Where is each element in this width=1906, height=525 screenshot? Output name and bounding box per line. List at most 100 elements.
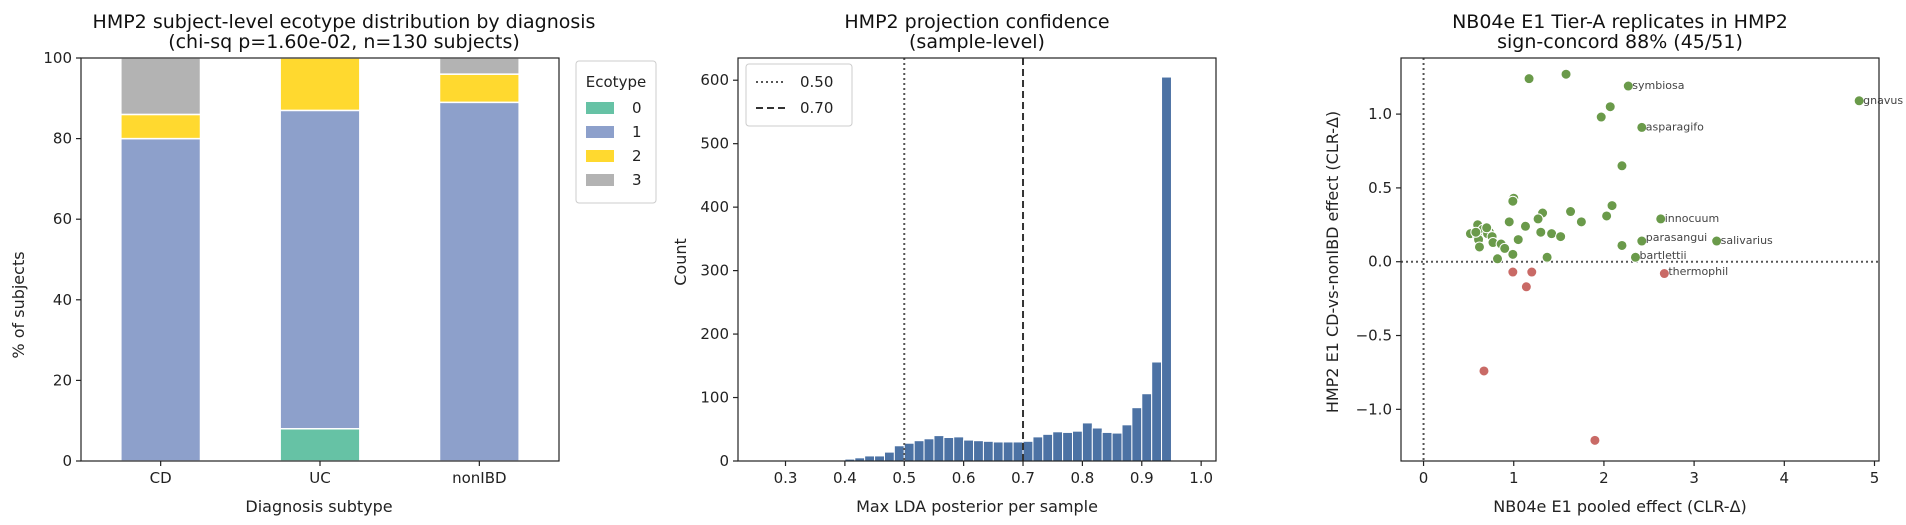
point-concordant: [1711, 235, 1723, 247]
point-concordant: [1622, 80, 1634, 92]
hist-bar: [973, 440, 984, 462]
y-tick-label-40: 40: [53, 291, 72, 309]
hist-bar: [1012, 441, 1024, 462]
x-tick-label-0: 0: [1419, 469, 1429, 487]
y-tick-label-60: 60: [53, 210, 72, 228]
hist-bar: [953, 436, 965, 462]
x-tick-label-0.3: 0.3: [774, 469, 798, 487]
annotation-parasangui: parasangui: [1646, 231, 1707, 244]
bar-nonIBD-ecotype-2: [438, 73, 520, 104]
point-discordant: [1520, 281, 1532, 293]
hist-bar: [1121, 424, 1133, 462]
point-discordant: [1526, 266, 1538, 278]
point-concordant: [1481, 222, 1493, 234]
chart2-ylabel: Count: [671, 238, 690, 286]
x-tick-label-CD: CD: [150, 469, 172, 487]
point-discordant: [1589, 434, 1601, 446]
point-concordant: [1606, 200, 1618, 212]
legend-swatch-ecotype-0: [586, 102, 614, 114]
point-concordant: [1560, 68, 1572, 80]
legend-label-ecotype-3: 3: [632, 171, 642, 189]
x-tick-label-5: 5: [1870, 469, 1880, 487]
y-tick-label-80: 80: [53, 130, 72, 148]
point-concordant: [1492, 253, 1504, 265]
point-concordant: [1595, 111, 1607, 123]
hist-bar: [933, 435, 945, 462]
point-concordant: [1565, 206, 1577, 218]
y-tick-label-20: 20: [53, 371, 72, 389]
x-tick-label-UC: UC: [309, 469, 330, 487]
bar-CD-ecotype-1: [120, 137, 202, 462]
hist-bar: [963, 439, 975, 462]
y-tick-label-100: 100: [700, 389, 729, 407]
x-tick-label-0.5: 0.5: [892, 469, 916, 487]
chart1-axes-frame: [80, 57, 560, 462]
x-tick-label-3: 3: [1689, 469, 1699, 487]
annotation-thermophil: thermophil: [1668, 265, 1728, 278]
hist-bar: [1161, 76, 1172, 462]
y-tick-label-2: 0.0: [1368, 253, 1392, 271]
y-tick-label-1: −0.5: [1356, 327, 1392, 345]
hist-bar: [1032, 436, 1044, 462]
x-tick-label-nonIBD: nonIBD: [452, 469, 506, 487]
point-concordant: [1503, 216, 1515, 228]
y-tick-label-0: 0: [719, 452, 729, 470]
point-concordant: [1470, 226, 1482, 238]
hist-bar: [1111, 432, 1123, 462]
ecotype-distribution-chart: HMP2 subject-level ecotype distribution …: [9, 11, 657, 516]
x-tick-label-0.6: 0.6: [952, 469, 976, 487]
point-discordant: [1478, 365, 1490, 377]
y-tick-label-4: 1.0: [1368, 105, 1392, 123]
y-tick-label-3: 0.5: [1368, 179, 1392, 197]
legend-label-ecotype-2: 2: [632, 147, 642, 165]
chart1-legend: Ecotype 0 1 2 3: [575, 60, 657, 204]
bar-CD-ecotype-3: [120, 57, 202, 116]
hist-bar: [1101, 431, 1113, 462]
y-tick-label-200: 200: [700, 325, 729, 343]
bar-CD-ecotype-2: [120, 113, 202, 140]
hist-bar: [1151, 361, 1163, 462]
point-concordant: [1507, 195, 1519, 207]
point-concordant: [1853, 95, 1865, 107]
point-concordant: [1507, 248, 1519, 260]
annotation-asparagifo: asparagifo: [1646, 120, 1704, 133]
chart2-axes-frame: [737, 57, 1217, 462]
chart3-title: NB04e E1 Tier-A replicates in HMP2: [1452, 11, 1788, 33]
chart2-title: HMP2 projection confidence: [844, 11, 1109, 33]
legend-label-ecotype-0: 0: [632, 99, 642, 117]
hist-bar: [1141, 393, 1153, 462]
point-concordant: [1616, 239, 1628, 251]
chart1-ylabel: % of subjects: [9, 251, 28, 358]
point-concordant: [1616, 160, 1628, 172]
x-tick-label-0.4: 0.4: [833, 469, 857, 487]
chart2-subtitle: (sample-level): [909, 31, 1045, 53]
bar-UC-ecotype-0: [279, 428, 361, 462]
annotation-gnavus: gnavus: [1863, 94, 1903, 107]
x-tick-label-2: 2: [1599, 469, 1609, 487]
y-tick-label-300: 300: [700, 262, 729, 280]
annotation-bartlettii: bartlettii: [1639, 249, 1686, 262]
y-tick-label-0: 0: [62, 452, 72, 470]
point-concordant: [1636, 235, 1648, 247]
chart3-xlabel: NB04e E1 pooled effect (CLR-Δ): [1493, 497, 1747, 516]
chart1-title: HMP2 subject-level ecotype distribution …: [93, 11, 596, 33]
hist-bar: [992, 441, 1004, 462]
annotation-symbiosa: symbiosa: [1632, 79, 1684, 92]
hist-bar: [1131, 407, 1143, 462]
point-concordant: [1532, 213, 1544, 225]
legend-label-050: 0.50: [800, 73, 833, 91]
y-tick-label-0: −1.0: [1356, 400, 1392, 418]
chart3-axes-frame: [1400, 57, 1880, 462]
point-discordant: [1658, 268, 1670, 280]
point-concordant: [1535, 226, 1547, 238]
hist-bar: [893, 445, 905, 462]
projection-confidence-chart: HMP2 projection confidence (sample-level…: [671, 11, 1217, 516]
hist-bar: [1052, 431, 1064, 462]
bar-UC-ecotype-1: [279, 109, 361, 430]
legend-label-070: 0.70: [800, 99, 833, 117]
x-tick-label-4: 4: [1780, 469, 1790, 487]
chart1-legend-frame: [575, 60, 657, 204]
hist-bar: [1091, 427, 1103, 462]
point-concordant: [1499, 242, 1511, 254]
point-concordant: [1473, 241, 1485, 253]
